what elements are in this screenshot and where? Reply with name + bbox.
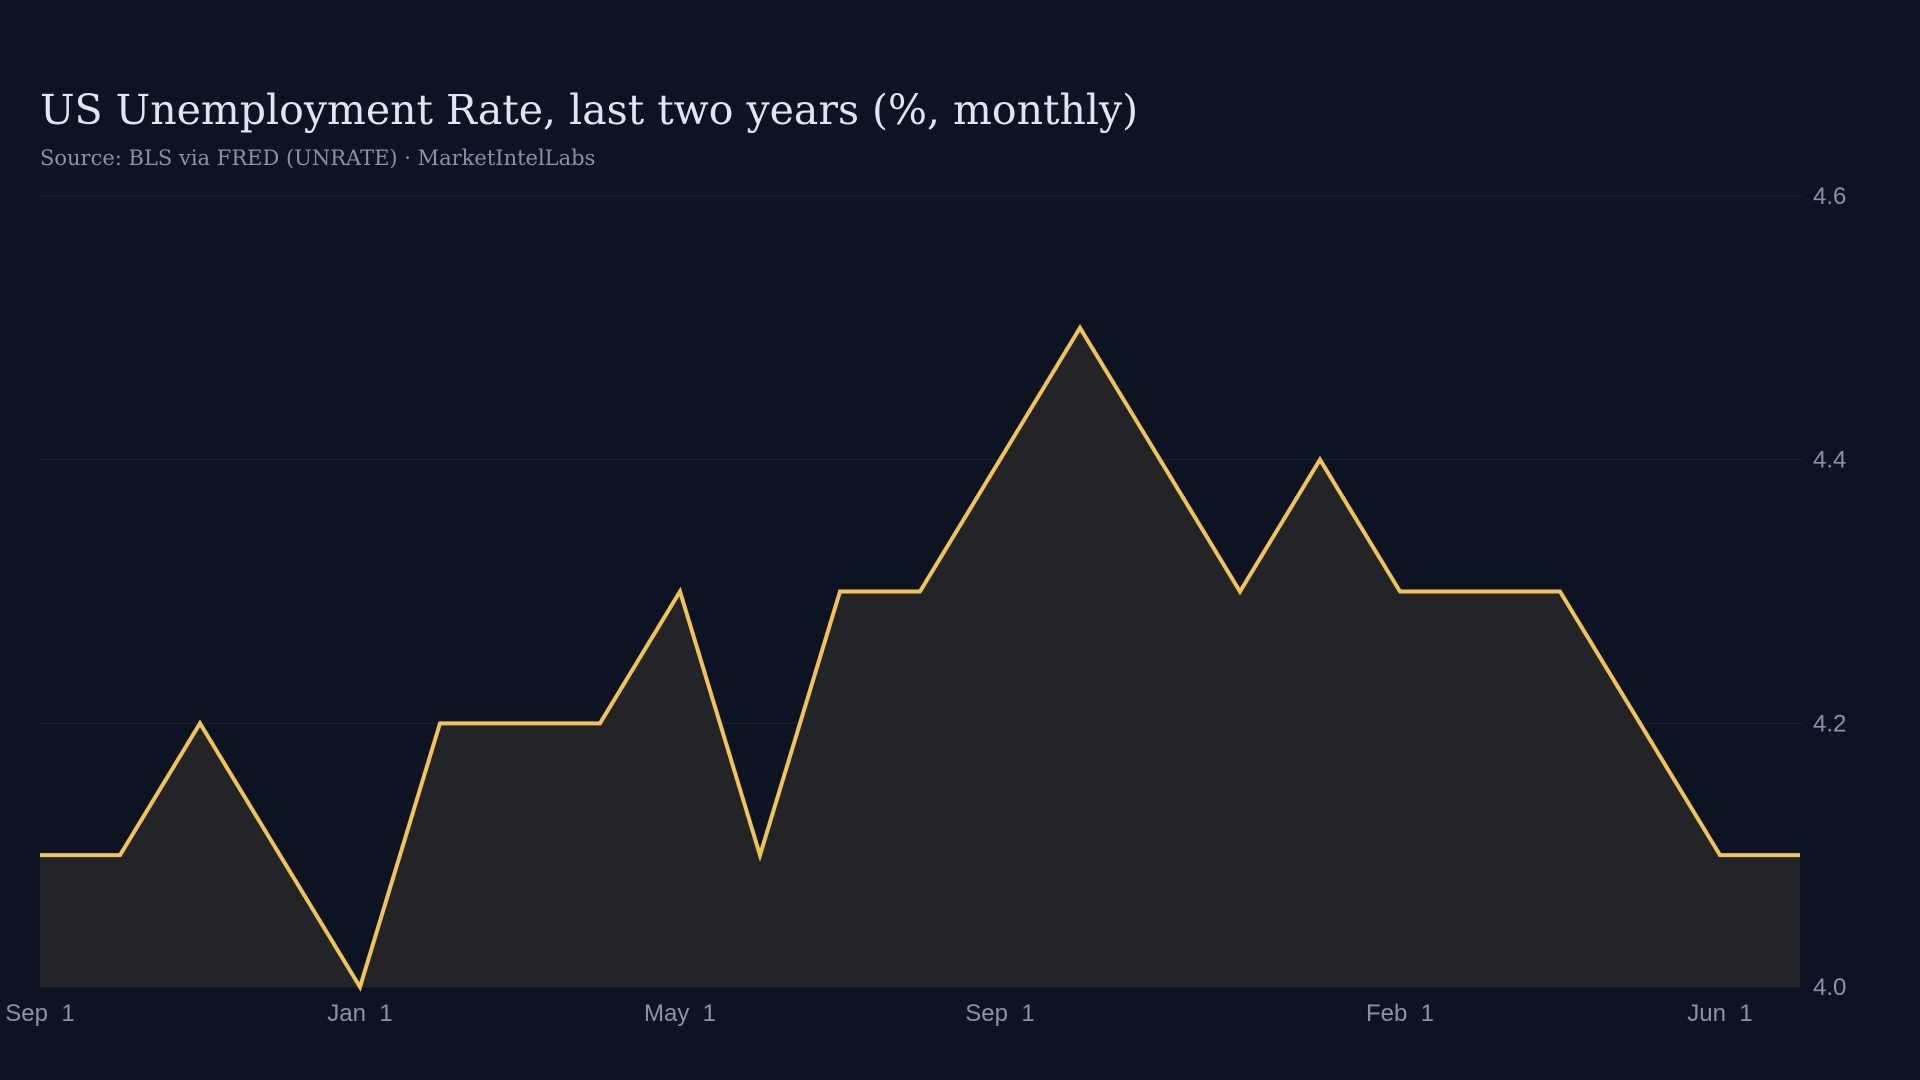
x-tick-label: Jan 1 [327,1000,392,1027]
series-line [40,323,1800,992]
chart-title: US Unemployment Rate, last two years (%,… [40,86,1139,134]
x-tick-label: Jun 1 [1687,1000,1752,1027]
y-tick-label: 4.4 [1813,447,1846,474]
x-tick-label: Sep 1 [965,1000,1034,1027]
y-tick-label: 4.6 [1813,183,1846,210]
y-tick-label: 4.2 [1813,710,1846,737]
chart-subtitle: Source: BLS via FRED (UNRATE) · MarketIn… [40,146,596,170]
area-fill [40,327,1800,987]
x-tick-label: Sep 1 [5,1000,74,1027]
x-tick-label: May 1 [644,1000,716,1027]
x-tick-label: Feb 1 [1366,1000,1434,1027]
y-tick-label: 4.0 [1813,974,1846,1001]
